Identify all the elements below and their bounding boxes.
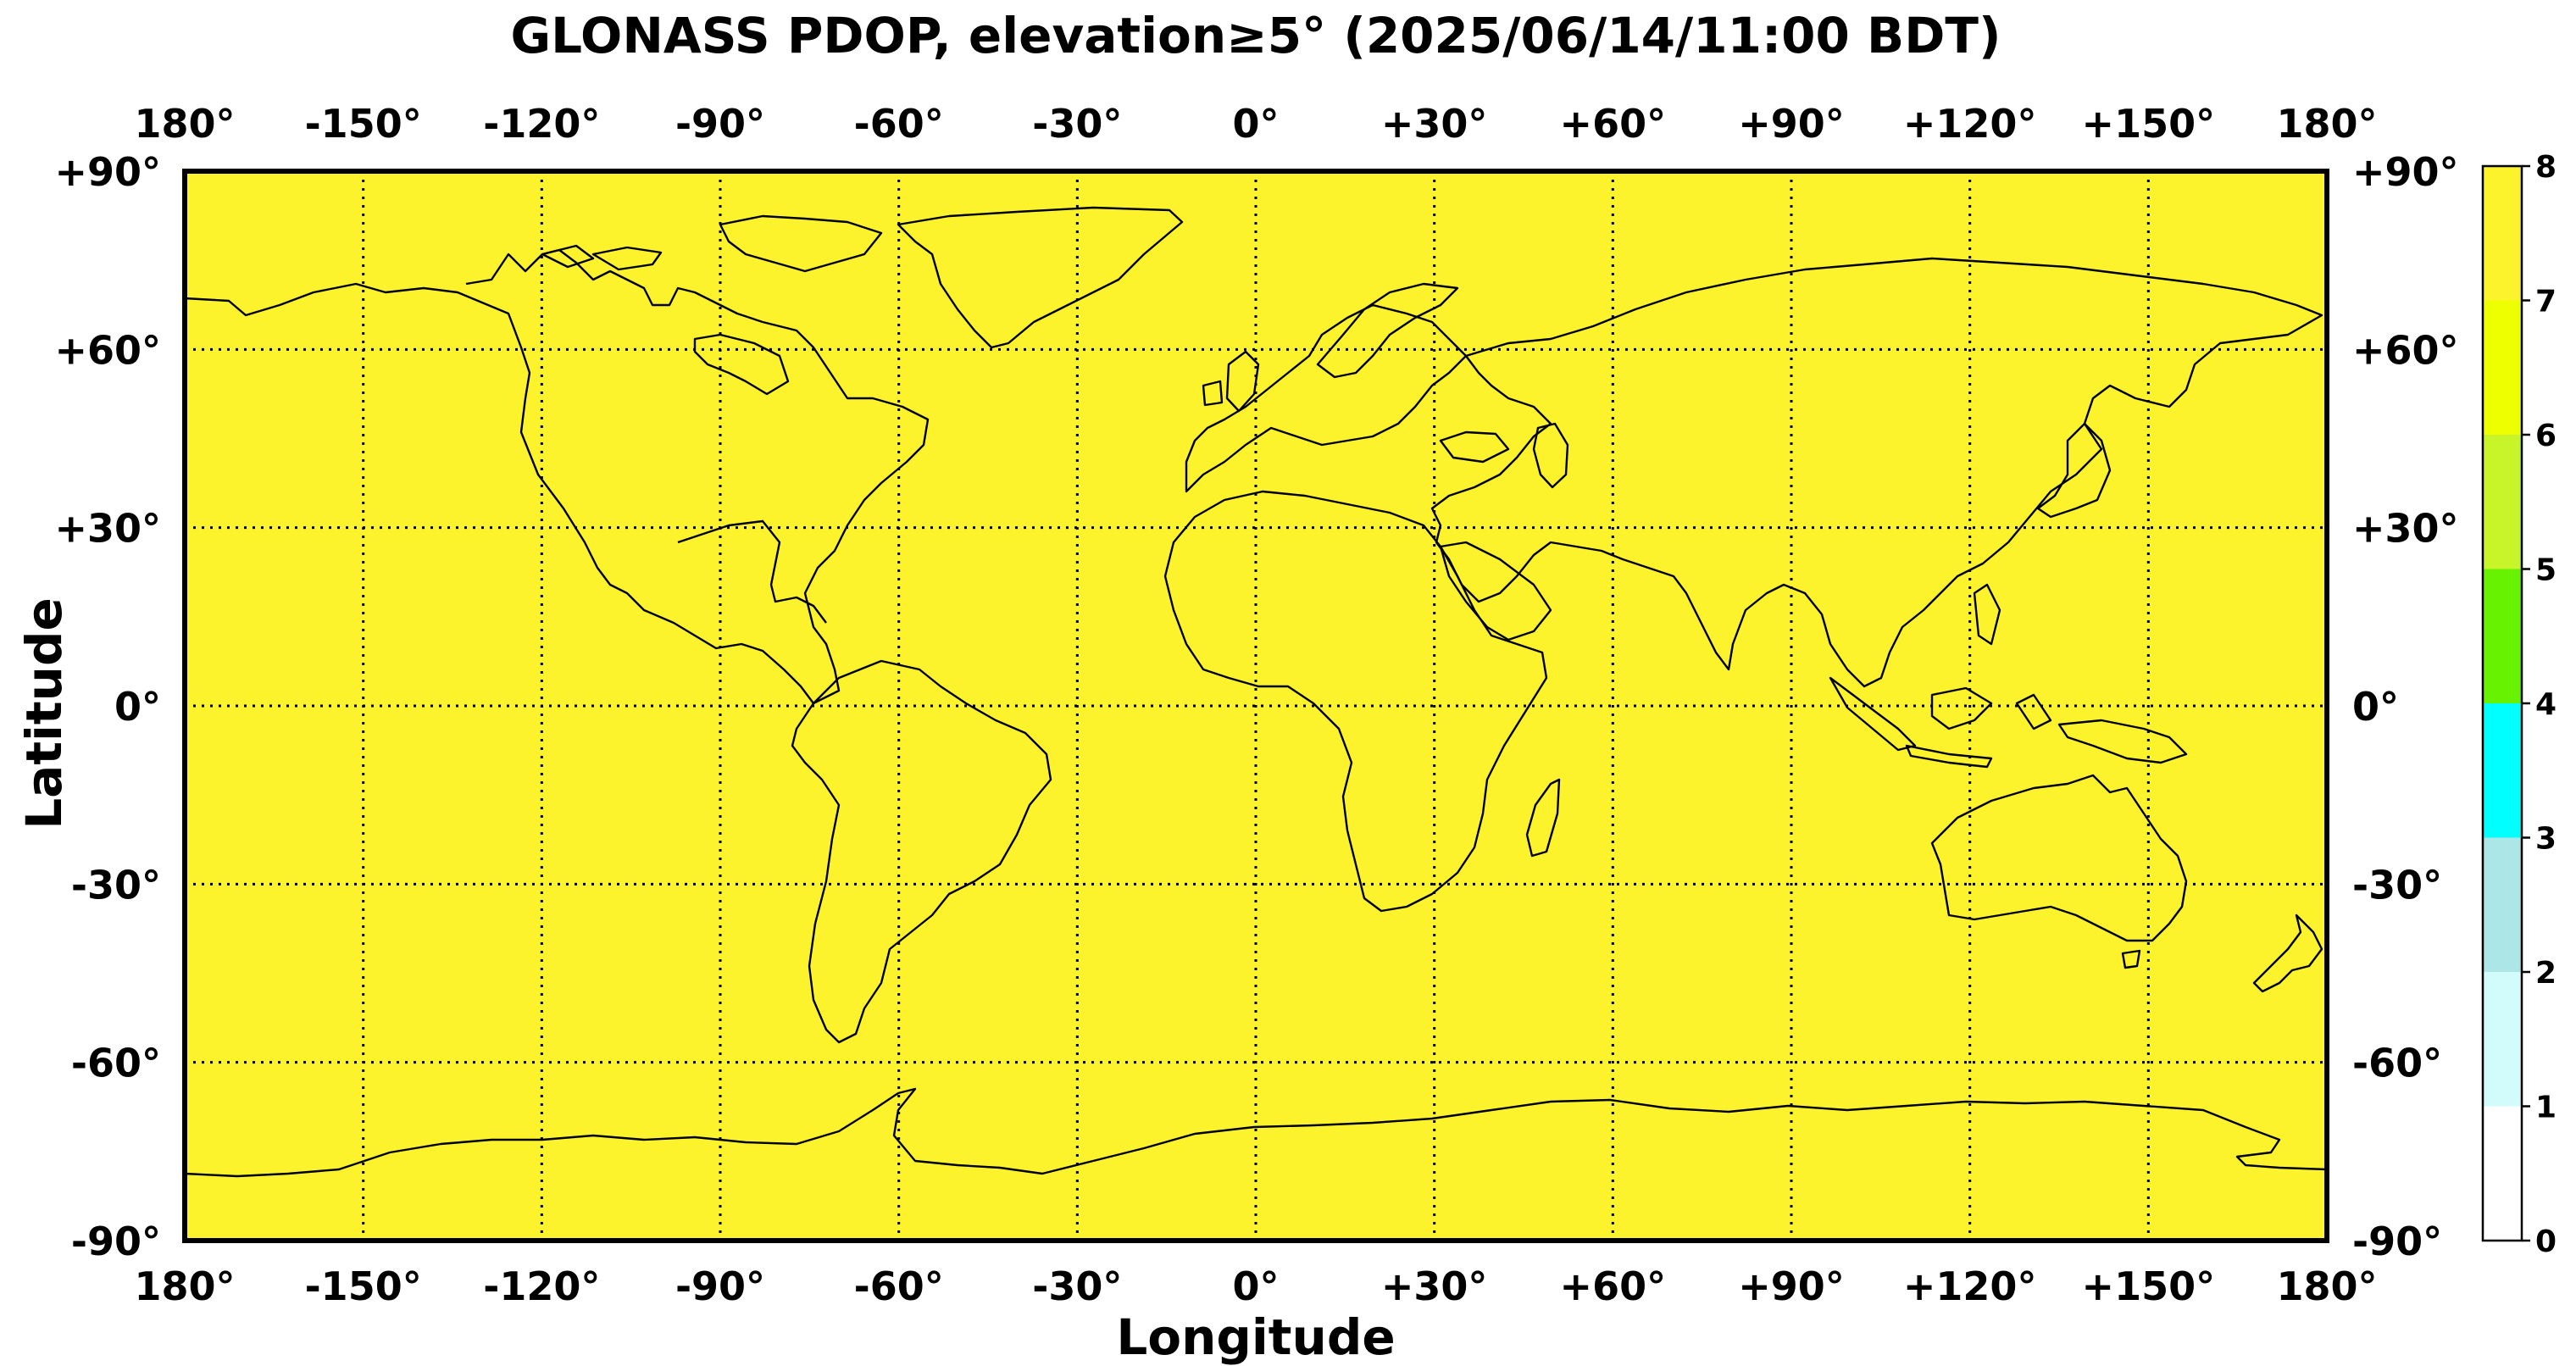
colorbar-tick-label: 6 <box>2535 419 2557 453</box>
lat-tick-label-left: -60° <box>71 1041 161 1086</box>
longitude-tick-labels-bottom: 180° -150° -120° -90° -60° -30° 0° +30° +60° +90°… <box>134 1263 2377 1309</box>
coastline-hudson-bay <box>693 333 790 396</box>
colorbar-tick-label: 7 <box>2535 285 2557 319</box>
lon-tick-label-top: +90° <box>1738 101 1845 147</box>
lon-tick-label-bottom: +90° <box>1738 1263 1845 1309</box>
lon-tick-label-top: 0° <box>1232 101 1279 147</box>
map-area <box>182 169 2329 1243</box>
lon-tick-label-bottom: +60° <box>1560 1263 1667 1309</box>
map-title: GLONASS PDOP, elevation≥5° (2025/06/14/1… <box>511 7 2001 64</box>
colorbar-ticks: 0 1 2 3 4 5 6 7 8 <box>2522 150 2557 1259</box>
coastline-new-zealand <box>2252 913 2323 993</box>
latitude-tick-labels-left: +90° +60° +30° 0° -30° -60° -90° <box>54 149 161 1264</box>
coastline-antarctica <box>184 1087 2328 1178</box>
lat-tick-label-right: +60° <box>2352 327 2459 373</box>
coastlines <box>184 206 2328 1178</box>
colorbar-band <box>2483 703 2522 838</box>
coastline-caspian-sea <box>1532 422 1569 489</box>
lon-tick-label-top: 180° <box>2276 101 2377 147</box>
coastline-indonesia <box>1829 583 2052 769</box>
coastline-scandinavia <box>1316 282 1459 379</box>
colorbar-tick-label: 0 <box>2535 1224 2557 1259</box>
colorbar: 0 1 2 3 4 5 6 7 8 <box>2481 150 2557 1259</box>
lon-tick-label-bottom: +150° <box>2082 1263 2216 1309</box>
lon-tick-label-top: +120° <box>1903 101 2037 147</box>
colorbar-band <box>2483 837 2522 972</box>
lon-tick-label-top: -60° <box>854 101 944 147</box>
lon-tick-label-bottom: -60° <box>854 1263 944 1309</box>
coastline-north-america <box>184 248 930 705</box>
lat-tick-label-right: -90° <box>2352 1219 2442 1264</box>
colorbar-band <box>2483 569 2522 703</box>
lon-tick-label-bottom: 180° <box>134 1263 235 1309</box>
colorbar-band <box>2483 166 2522 301</box>
lat-tick-label-left: +30° <box>54 506 161 552</box>
colorbar-tick-label: 8 <box>2535 150 2557 185</box>
colorbar-tick-label: 4 <box>2535 687 2557 722</box>
lat-tick-label-left: 0° <box>114 684 161 730</box>
lat-tick-label-left: +90° <box>54 149 161 195</box>
lon-tick-label-bottom: -90° <box>675 1263 765 1309</box>
lon-tick-label-top: -30° <box>1032 101 1122 147</box>
colorbar-tick-label: 2 <box>2535 956 2557 991</box>
coastline-south-america <box>791 659 1052 1044</box>
coastline-arabia <box>1439 541 1552 641</box>
lon-tick-label-top: +150° <box>2082 101 2216 147</box>
colorbar-band <box>2483 300 2522 435</box>
coastline-greenland <box>897 206 1184 349</box>
colorbar-bands <box>2483 166 2522 1241</box>
colorbar-band <box>2483 1106 2522 1241</box>
map-frame <box>182 169 2329 1243</box>
lon-tick-label-bottom: +30° <box>1381 1263 1488 1309</box>
longitude-tick-labels-top: 180° -150° -120° -90° -60° -30° 0° +30° +60° +90°… <box>134 101 2377 147</box>
latitude-tick-labels-right: +90° +60° +30° 0° -30° -60° -90° <box>2352 149 2459 1264</box>
lat-tick-label-left: -90° <box>71 1219 161 1264</box>
coastline-british-isles <box>1202 350 1260 413</box>
coastline-black-sea <box>1439 430 1510 464</box>
lon-tick-label-bottom: -150° <box>305 1263 422 1309</box>
coastline-africa <box>1163 490 1548 913</box>
coastline-new-guinea <box>2057 719 2188 764</box>
lat-tick-label-right: +90° <box>2352 149 2459 195</box>
x-axis-label: Longitude <box>1116 1308 1395 1366</box>
lat-tick-label-right: 0° <box>2352 684 2399 730</box>
coastline-japan <box>2036 422 2112 519</box>
coastline-tasmania <box>2121 949 2141 969</box>
coastline-arctic-islands <box>541 214 883 273</box>
lon-tick-label-bottom: 180° <box>2276 1263 2377 1309</box>
colorbar-tick-label: 1 <box>2535 1091 2557 1125</box>
lon-tick-label-bottom: 0° <box>1232 1263 1279 1309</box>
colorbar-tick-label: 5 <box>2535 553 2557 588</box>
lon-tick-label-top: -120° <box>483 101 600 147</box>
lon-tick-label-bottom: +120° <box>1903 1263 2037 1309</box>
coastline-gulf-mexico <box>677 519 827 624</box>
lon-tick-label-top: +30° <box>1381 101 1488 147</box>
lat-tick-label-right: -30° <box>2352 862 2442 908</box>
lat-tick-label-left: -30° <box>71 862 161 908</box>
lat-tick-label-right: -60° <box>2352 1041 2442 1086</box>
y-axis-label: Latitude <box>15 597 73 830</box>
lon-tick-label-bottom: -120° <box>483 1263 600 1309</box>
lat-tick-label-right: +30° <box>2352 506 2459 552</box>
lon-tick-label-top: +60° <box>1560 101 1667 147</box>
colorbar-band <box>2483 972 2522 1107</box>
colorbar-tick-label: 3 <box>2535 822 2557 857</box>
lon-tick-label-top: -150° <box>305 101 422 147</box>
coastline-asia <box>1430 257 2323 688</box>
lon-tick-label-top: 180° <box>134 101 235 147</box>
graticule <box>185 171 2327 1241</box>
lat-tick-label-left: +60° <box>54 327 161 373</box>
colorbar-band <box>2483 435 2522 569</box>
lon-tick-label-bottom: -30° <box>1032 1263 1122 1309</box>
lon-tick-label-top: -90° <box>675 101 765 147</box>
coastline-madagascar <box>1525 778 1561 858</box>
coastline-australia <box>1930 774 2188 942</box>
